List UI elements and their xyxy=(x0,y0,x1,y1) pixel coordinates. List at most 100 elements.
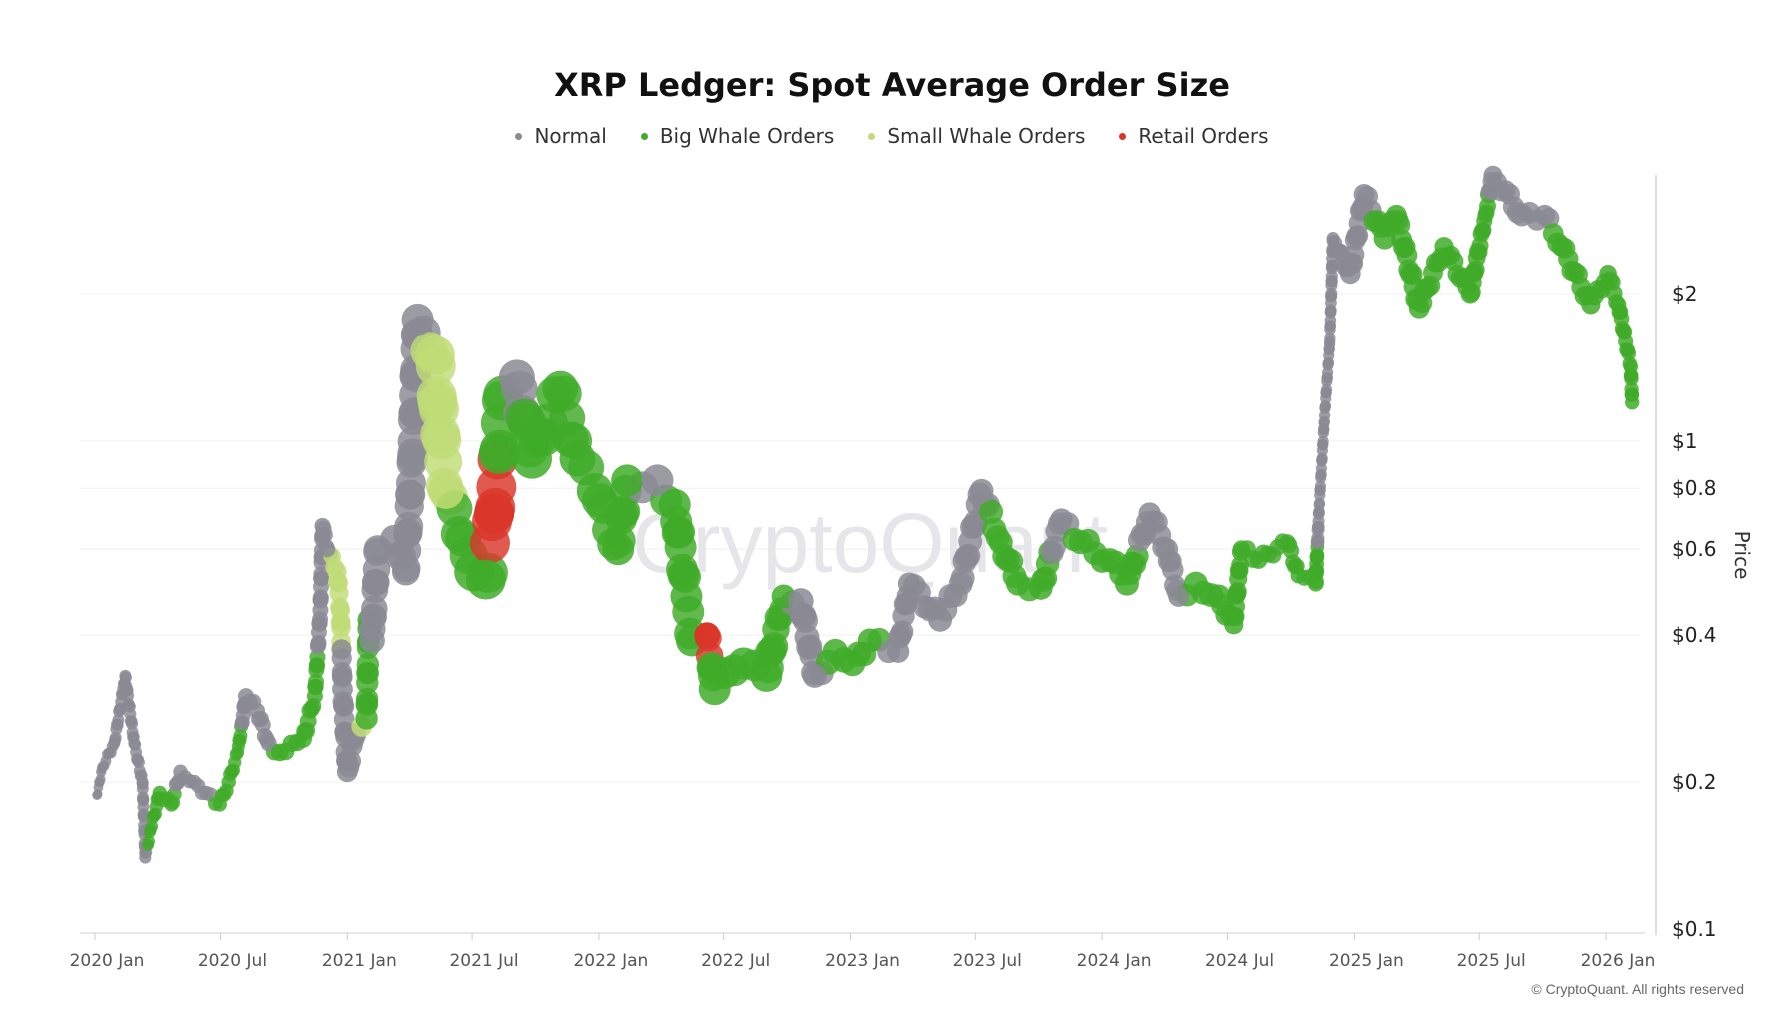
data-point-big xyxy=(1206,584,1231,609)
watermark: CryptoQuant xyxy=(632,496,1108,590)
data-point-normal xyxy=(1050,508,1073,531)
x-tick-label: 2025 Jan xyxy=(1329,951,1404,971)
data-point-interp xyxy=(1320,383,1333,396)
legend-label: Retail Orders xyxy=(1138,124,1269,148)
data-point-small xyxy=(414,334,455,375)
data-point-normal xyxy=(401,303,434,336)
data-point-big xyxy=(1599,264,1617,283)
data-point-big xyxy=(1183,571,1208,596)
legend-marker-small-whale xyxy=(868,132,876,140)
data-point-big xyxy=(212,797,227,812)
data-point-normal xyxy=(173,764,188,779)
data-point-interp xyxy=(329,583,349,603)
data-point-normal xyxy=(641,464,674,497)
data-point-big xyxy=(1224,615,1244,635)
data-point-normal xyxy=(396,443,428,474)
legend-label: Normal xyxy=(534,124,607,148)
y-tick-label: $0.2 xyxy=(1672,770,1717,794)
data-point-interp xyxy=(1624,371,1639,386)
legend-item-retail[interactable]: Retail Orders xyxy=(1119,124,1269,148)
data-point-big xyxy=(465,559,506,600)
data-point-normal xyxy=(948,571,973,596)
y-axis-label: Price xyxy=(1730,531,1754,580)
data-point-big xyxy=(1249,551,1268,569)
y-tick-label: $0.8 xyxy=(1672,476,1717,500)
x-tick-label: 2025 Jul xyxy=(1457,951,1526,971)
data-point-big xyxy=(355,707,378,730)
data-point-big xyxy=(1097,548,1122,573)
data-point-big xyxy=(1477,207,1494,224)
data-point-big xyxy=(542,370,579,407)
data-point-normal xyxy=(314,517,331,534)
data-point-normal xyxy=(788,588,814,614)
data-point-interp xyxy=(331,617,351,638)
x-tick-label: 2023 Jul xyxy=(953,951,1022,971)
data-point-normal xyxy=(897,572,921,595)
data-point-normal xyxy=(312,602,329,619)
data-point-retail xyxy=(694,622,720,648)
data-point-big xyxy=(164,797,179,812)
data-point-big xyxy=(1610,296,1627,313)
data-point-big xyxy=(1279,534,1296,551)
data-point-big xyxy=(231,746,245,759)
legend-item-small-whale[interactable]: Small Whale Orders xyxy=(868,124,1085,148)
data-point-normal xyxy=(319,541,336,558)
y-tick-label: $0.4 xyxy=(1672,623,1717,647)
data-point-big xyxy=(1551,236,1573,258)
data-point-interp xyxy=(137,811,150,824)
data-point-interp xyxy=(356,653,380,676)
data-point-big xyxy=(1623,359,1639,374)
data-point-big xyxy=(1624,395,1640,410)
data-point-big xyxy=(559,440,596,477)
data-point-normal xyxy=(336,761,358,783)
data-point-big xyxy=(988,530,1013,555)
data-point-small xyxy=(427,472,464,509)
data-point-normal xyxy=(92,790,102,800)
data-point-normal xyxy=(128,737,141,750)
x-tick-label: 2024 Jul xyxy=(1205,951,1274,971)
data-point-small xyxy=(330,600,350,620)
x-tick-label: 2021 Jul xyxy=(449,951,518,971)
data-point-normal xyxy=(187,774,202,790)
data-point-normal xyxy=(1323,338,1336,350)
data-point-big xyxy=(1408,297,1430,319)
legend-item-normal[interactable]: Normal xyxy=(515,124,607,148)
data-point-normal xyxy=(359,627,385,654)
data-point-normal xyxy=(139,851,152,864)
legend-item-big-whale[interactable]: Big Whale Orders xyxy=(640,124,834,148)
x-tick-label: 2024 Jan xyxy=(1077,951,1152,971)
data-point-big xyxy=(1232,540,1251,559)
data-point-normal xyxy=(1534,204,1556,226)
data-point-normal xyxy=(119,669,132,682)
data-point-normal xyxy=(969,478,994,503)
y-tick-label: $0.1 xyxy=(1672,917,1717,941)
data-point-big xyxy=(611,464,644,497)
data-point-normal xyxy=(136,776,149,789)
legend-marker-normal xyxy=(515,132,523,140)
y-tick-label: $2 xyxy=(1672,282,1697,306)
data-point-normal xyxy=(802,663,827,688)
x-tick-label: 2021 Jan xyxy=(322,951,397,971)
data-point-normal xyxy=(928,607,953,632)
data-point-interp xyxy=(142,835,155,848)
data-point-big xyxy=(1434,237,1454,257)
axes: $0.1 $0.2 $0.4 $0.6 $0.8 $1 $2 2020 Jan 2020 Jul… xyxy=(70,175,1717,971)
data-point-big xyxy=(576,472,613,509)
data-point-big xyxy=(602,533,635,566)
data-point-big xyxy=(1581,295,1601,315)
data-point-big xyxy=(658,488,691,521)
data-point-big xyxy=(1373,227,1396,250)
data-point-retail xyxy=(474,493,515,534)
data-point-big xyxy=(839,650,866,677)
data-point-small xyxy=(420,414,461,455)
data-point-big xyxy=(144,823,157,836)
data-point-big xyxy=(221,774,236,790)
x-tick-label: 2026 Jan xyxy=(1581,951,1656,971)
data-point-normal xyxy=(97,761,108,772)
data-point-big xyxy=(1114,571,1139,596)
x-tick-label: 2020 Jan xyxy=(70,951,145,971)
data-point-normal xyxy=(498,359,535,396)
data-point-normal xyxy=(1318,417,1330,429)
x-tick-label: 2022 Jul xyxy=(701,951,770,971)
